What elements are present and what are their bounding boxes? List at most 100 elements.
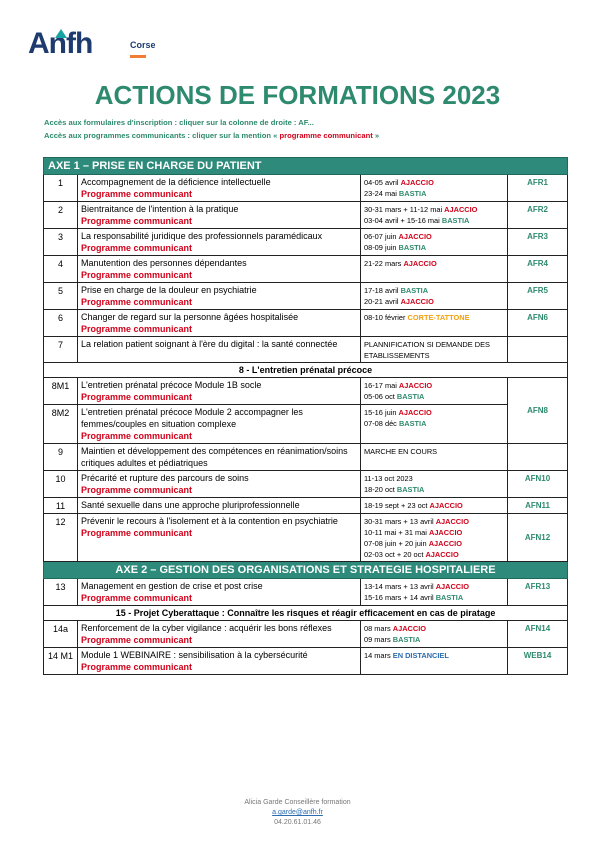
training-row: 1 Accompagnement de la déficience intelle… [43,174,569,202]
sessions-cell: 14 mars EN DISTANCIEL [360,647,508,675]
programme-communicant-link[interactable]: Programme communicant [81,392,193,402]
registration-code-link[interactable]: AFR3 [506,228,569,256]
session-city: BASTIA [435,593,464,602]
action-title: Changer de regard sur la personne âgées … [81,312,299,322]
session-date: 06-07 juin AJACCIO [364,232,432,241]
axe-header-row: AXE 1 – PRISE EN CHARGE DU PATIENT [42,157,569,175]
registration-code-link[interactable]: AFN12 [506,513,569,562]
session-city: BASTIA [398,243,427,252]
session-date: 30-31 mars + 13 avril AJACCIO [364,517,469,526]
action-number: 2 [43,201,78,229]
training-row: 2 Bientraitance de l'intention à la prati… [43,201,569,229]
action-title: La responsabilité juridique des professi… [81,231,323,241]
action-title-cell: L'entretien prénatal précoce Module 1B s… [77,377,361,405]
programme-communicant-link[interactable]: Programme communicant [81,635,193,645]
session-date: 08 mars AJACCIO [364,624,427,633]
session-city: AJACCIO [398,232,432,241]
action-title-cell: Maintien et développement des compétence… [77,443,361,471]
session-city: AJACCIO [428,539,462,548]
registration-code-link[interactable]: AFN6 [506,309,569,337]
sessions-cell: 21-22 mars AJACCIO [360,255,508,283]
registration-code-link[interactable]: AFN11 [506,497,569,514]
training-row: 11 Santé sexuelle dans une approche pluri… [43,497,569,514]
action-title-cell: Changer de regard sur la personne âgées … [77,309,361,337]
action-title: Renforcement de la cyber vigilance : acq… [81,623,332,633]
session-city: CORTE-TATTONE [407,313,470,322]
action-number: 8M1 [43,377,78,405]
programme-communicant-link[interactable]: Programme communicant [81,485,193,495]
sessions-cell: 17-18 avril BASTIA 20-21 avril AJACCIO [360,282,508,310]
session-city: BASTIA [398,419,427,428]
session-date: 03-04 avril + 15-16 mai BASTIA [364,216,470,225]
training-row: 13 Management en gestion de crise et post… [43,578,569,606]
programme-communicant-link[interactable]: Programme communicant [81,270,193,280]
registration-code-link[interactable]: AFR1 [506,174,569,202]
logo-region: Corse [130,40,156,50]
session-date: 18-20 oct BASTIA [364,485,425,494]
session-date: 17-18 avril BASTIA [364,286,429,295]
sessions-cell: 06-07 juin AJACCIO 08-09 juin BASTIA [360,228,508,256]
training-row: 3 La responsabilité juridique des profess… [43,228,569,256]
registration-code-link[interactable]: WEB14 [506,647,569,675]
session-date: 18-19 sept + 23 oct AJACCIO [364,501,463,510]
sessions-cell: 18-19 sept + 23 oct AJACCIO [360,497,508,514]
programme-communicant-link[interactable]: Programme communicant [81,593,193,603]
session-city: AJACCIO [392,624,427,633]
registration-code-link[interactable]: AFN8 [506,377,569,444]
session-date: 20-21 avril AJACCIO [364,297,434,306]
programme-communicant-link[interactable]: Programme communicant [81,243,193,253]
session-date: 23-24 mai BASTIA [364,189,427,198]
registration-code-link[interactable]: AFR2 [506,201,569,229]
action-number: 12 [43,513,78,562]
action-title: Accompagnement de la déficience intellec… [81,177,271,187]
page-title: ACTIONS DE FORMATIONS 2023 [94,80,501,110]
registration-code-link[interactable]: AFN14 [506,620,569,648]
programme-communicant-link[interactable]: Programme communicant [81,528,193,538]
programme-communicant-link[interactable]: Programme communicant [81,189,193,199]
session-date: 21-22 mars AJACCIO [364,259,437,268]
action-number: 5 [43,282,78,310]
session-city: AJACCIO [400,297,434,306]
footer-phone: 04.20.61.01.46 [274,819,321,826]
registration-code-link[interactable]: AFR5 [506,282,569,310]
sessions-cell: 16-17 mai AJACCIO 05-06 oct BASTIA [360,377,508,405]
registration-code-link[interactable]: AFR13 [506,578,569,606]
session-city: AJACCIO [428,528,463,537]
action-number: 11 [43,497,78,514]
training-row: 10 Précarité et rupture des parcours de s… [43,470,569,498]
axe-title: AXE 1 – PRISE EN CHARGE DU PATIENT [42,157,569,175]
sessions-note: PLANNIFICATION SI DEMANDE DES ETABLISSEM… [364,340,490,360]
session-city: AJACCIO [435,582,469,591]
axe-title: AXE 2 – GESTION DES ORGANISATIONS ET STR… [42,561,569,579]
programme-communicant-link[interactable]: Programme communicant [81,297,193,307]
subsection-title: 8 - L'entretien prénatal précoce [42,362,569,378]
session-date: 07-08 déc BASTIA [364,419,427,428]
programme-communicant-link[interactable]: programme communicant [279,131,373,140]
session-date: 02-03 oct + 20 oct AJACCIO [364,550,459,559]
action-title: L'entretien prénatal précoce Module 1B s… [81,380,262,390]
sessions-cell: 08-10 février CORTE-TATTONE [360,309,508,337]
axe-header-row: AXE 2 – GESTION DES ORGANISATIONS ET STR… [42,561,569,579]
programme-communicant-link[interactable]: Programme communicant [81,216,193,226]
training-row: 7 La relation patient soignant à l'ère du… [43,336,569,363]
action-title-cell: Santé sexuelle dans une approche pluripr… [77,497,361,514]
action-number: 14a [43,620,78,648]
registration-code-link[interactable]: AFR4 [506,255,569,283]
action-title-cell: La responsabilité juridique des professi… [77,228,361,256]
registration-code-link[interactable]: AFN10 [506,470,569,498]
action-title-cell: L'entretien prénatal précoce Module 2 ac… [77,404,361,444]
logo-accent-shape [55,29,67,38]
sessions-cell: 08 mars AJACCIO 09 mars BASTIA [360,620,508,648]
programme-communicant-link[interactable]: Programme communicant [81,662,193,672]
action-number: 1 [43,174,78,202]
session-date: 08-10 février CORTE-TATTONE [364,313,470,322]
subsection-row: 15 - Projet Cyberattaque : Connaître les… [42,605,569,621]
session-date: 13-14 mars + 13 avril AJACCIO [364,582,469,591]
action-number: 9 [43,443,78,471]
programme-communicant-link[interactable]: Programme communicant [81,324,193,334]
action-title-cell: Accompagnement de la déficience intellec… [77,174,361,202]
sessions-cell: 15-16 juin AJACCIO 07-08 déc BASTIA [360,404,508,444]
programme-communicant-link[interactable]: Programme communicant [81,431,193,441]
footer-email[interactable]: a.garde@anfh.fr [272,809,323,816]
session-date: 07-08 juin + 20 juin AJACCIO [364,539,462,548]
